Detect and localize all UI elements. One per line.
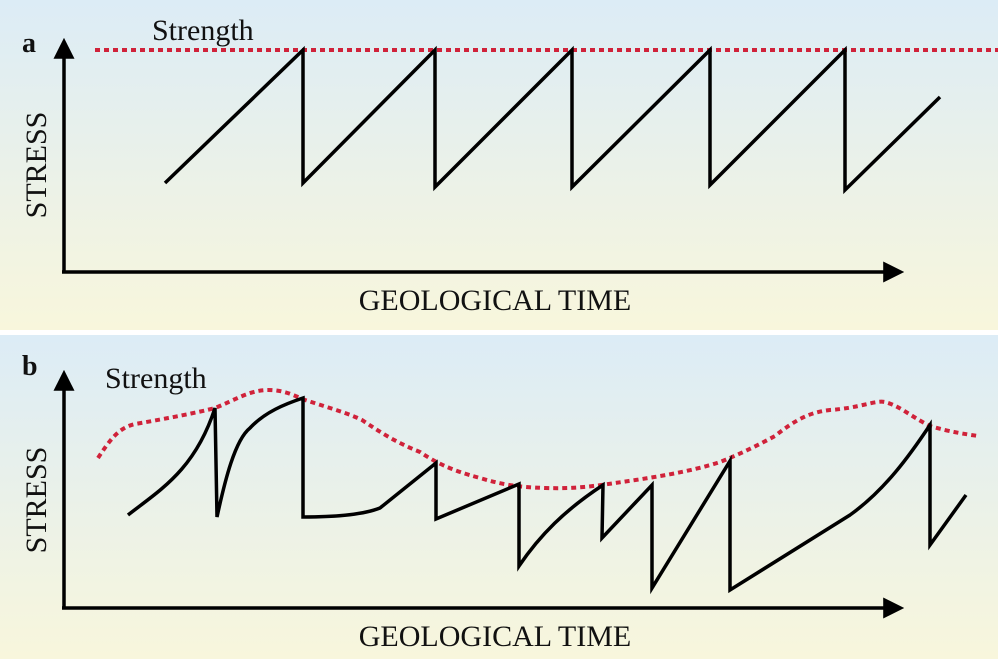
x-axis-label: GEOLOGICAL TIME [359,620,631,653]
panel-label: b [22,351,38,382]
panel-background [0,335,998,659]
y-axis-label: STRESS [20,112,53,219]
strength-label: Strength [105,362,207,395]
strength-line [96,387,979,491]
stress-curve [163,45,942,195]
x-axis-label: GEOLOGICAL TIME [359,284,631,317]
panel-background [0,0,998,330]
panel-b: b Strength STRESS GEOLOGICAL TIME [0,335,998,659]
stress-curve [126,395,968,595]
panel-label: a [22,28,36,59]
y-axis-label: STRESS [20,447,53,554]
strength-label: Strength [152,14,254,47]
panel-a: a Strength STRESS GEOLOGICAL TIME [0,0,998,330]
